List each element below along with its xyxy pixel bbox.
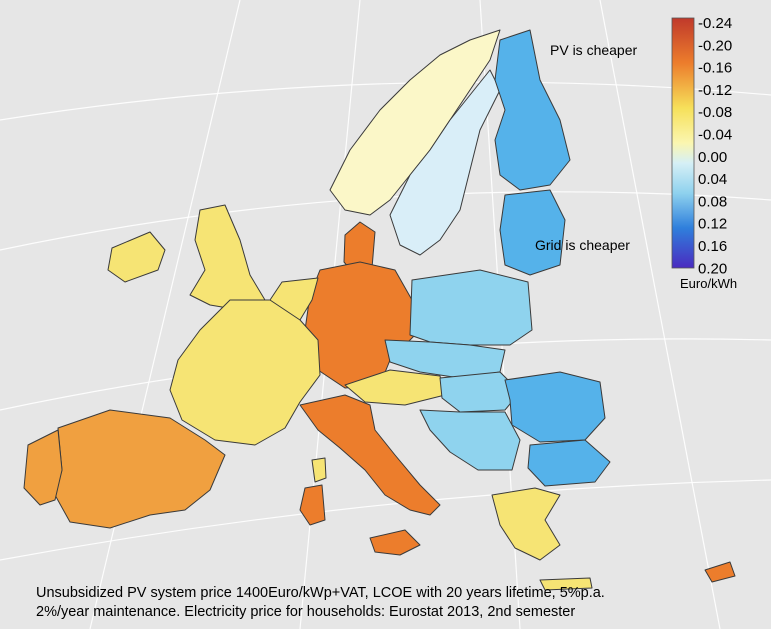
- germany-region: [304, 261, 416, 389]
- baltics-region: [499, 189, 566, 276]
- legend-tick-label: -0.04: [698, 127, 732, 144]
- legend-tick-label: 0.12: [698, 216, 727, 233]
- balkans-region: [419, 409, 521, 471]
- portugal-region: [23, 429, 63, 506]
- caption-line-2: 2%/year maintenance. Electricity price f…: [36, 604, 575, 620]
- norway-region: [329, 29, 501, 216]
- greece-region: [491, 487, 561, 561]
- pv-cheaper-label: PV is cheaper: [550, 42, 637, 58]
- legend-tick-label: 0.04: [698, 171, 727, 188]
- legend-ticks: -0.24 -0.20 -0.16 -0.12 -0.08 -0.04 0.00 0.04 0.…: [698, 15, 732, 277]
- legend-tick-label: 0.16: [698, 238, 727, 255]
- legend-tick-label: -0.20: [698, 37, 732, 54]
- sardinia-region: [299, 484, 326, 526]
- romania-region: [504, 371, 606, 443]
- bulgaria-region: [527, 439, 611, 487]
- finland-region: [494, 29, 571, 191]
- poland-region: [409, 269, 533, 346]
- legend-tick-label: 0.08: [698, 193, 727, 210]
- sweden-region: [389, 69, 501, 256]
- legend-colorbar: [671, 17, 695, 269]
- legend-unit: Euro/kWh: [680, 276, 737, 291]
- cyprus-region: [704, 561, 736, 583]
- legend-tick-label: 0.00: [698, 149, 727, 166]
- great-britain-region: [189, 204, 266, 311]
- hungary-region: [439, 371, 521, 413]
- corsica-region: [311, 457, 327, 483]
- grid-cheaper-label: Grid is cheaper: [535, 237, 630, 253]
- legend-tick-label: -0.08: [698, 104, 732, 121]
- france-region: [169, 299, 321, 446]
- ireland-region: [107, 231, 166, 283]
- sicily-region: [369, 529, 421, 556]
- italy-region: [299, 394, 441, 516]
- legend-tick-label: -0.16: [698, 60, 732, 77]
- legend-tick-label: -0.12: [698, 82, 732, 99]
- legend-tick-label: 0.20: [698, 260, 727, 277]
- legend-tick-label: -0.24: [698, 15, 732, 32]
- crete-region: [539, 577, 593, 591]
- caption-line-1: Unsubsidized PV system price 1400Euro/kW…: [36, 585, 605, 601]
